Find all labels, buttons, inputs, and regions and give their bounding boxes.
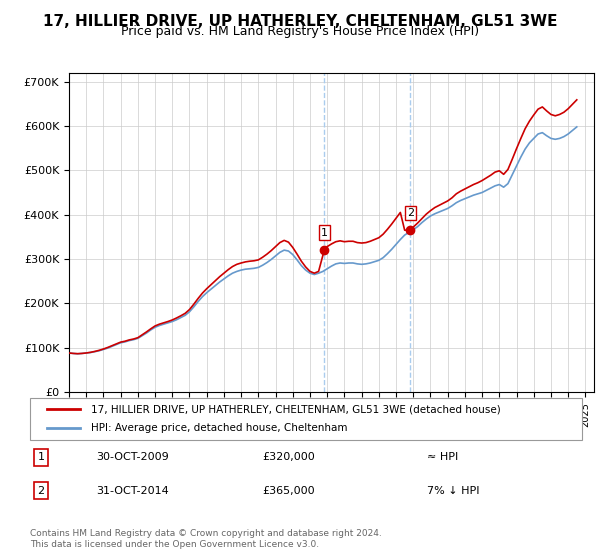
- Text: 1: 1: [38, 452, 44, 462]
- Text: 2: 2: [37, 486, 44, 496]
- Text: 2: 2: [407, 208, 414, 218]
- Text: 17, HILLIER DRIVE, UP HATHERLEY, CHELTENHAM, GL51 3WE: 17, HILLIER DRIVE, UP HATHERLEY, CHELTEN…: [43, 14, 557, 29]
- FancyBboxPatch shape: [30, 398, 582, 440]
- Text: HPI: Average price, detached house, Cheltenham: HPI: Average price, detached house, Chel…: [91, 423, 347, 433]
- Text: Price paid vs. HM Land Registry's House Price Index (HPI): Price paid vs. HM Land Registry's House …: [121, 25, 479, 38]
- Text: £365,000: £365,000: [262, 486, 314, 496]
- Text: 7% ↓ HPI: 7% ↓ HPI: [427, 486, 480, 496]
- Text: ≈ HPI: ≈ HPI: [427, 452, 458, 462]
- Text: Contains HM Land Registry data © Crown copyright and database right 2024.
This d: Contains HM Land Registry data © Crown c…: [30, 529, 382, 549]
- Text: 17, HILLIER DRIVE, UP HATHERLEY, CHELTENHAM, GL51 3WE (detached house): 17, HILLIER DRIVE, UP HATHERLEY, CHELTEN…: [91, 404, 500, 414]
- Text: £320,000: £320,000: [262, 452, 314, 462]
- Text: 1: 1: [321, 228, 328, 238]
- Text: 31-OCT-2014: 31-OCT-2014: [96, 486, 169, 496]
- Text: 30-OCT-2009: 30-OCT-2009: [96, 452, 169, 462]
